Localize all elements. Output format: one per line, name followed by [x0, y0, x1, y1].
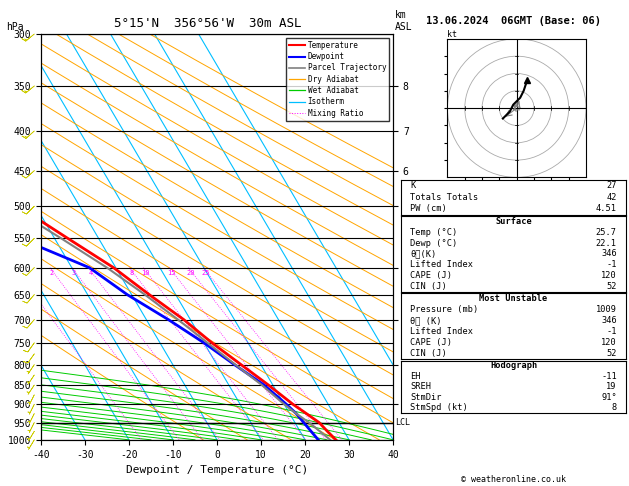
Text: StmSpd (kt): StmSpd (kt) — [410, 403, 468, 412]
Text: -11: -11 — [601, 372, 617, 381]
Text: 19: 19 — [606, 382, 617, 391]
Legend: Temperature, Dewpoint, Parcel Trajectory, Dry Adiabat, Wet Adiabat, Isotherm, Mi: Temperature, Dewpoint, Parcel Trajectory… — [286, 38, 389, 121]
Text: hPa: hPa — [6, 21, 24, 32]
Text: 2: 2 — [50, 270, 54, 277]
Text: CAPE (J): CAPE (J) — [410, 338, 452, 347]
Text: 42: 42 — [606, 193, 617, 202]
Text: 20: 20 — [186, 270, 194, 277]
Text: EH: EH — [410, 372, 421, 381]
Y-axis label: hPa: hPa — [0, 227, 2, 247]
Text: 4.51: 4.51 — [596, 205, 617, 213]
Text: Dewp (°C): Dewp (°C) — [410, 239, 457, 248]
Y-axis label: Mixing Ratio (g/kg): Mixing Ratio (g/kg) — [411, 181, 421, 293]
Text: -1: -1 — [606, 260, 617, 269]
Text: Totals Totals: Totals Totals — [410, 193, 479, 202]
Text: 4: 4 — [88, 270, 92, 277]
Text: km
ASL: km ASL — [395, 10, 413, 32]
Text: 52: 52 — [606, 282, 617, 291]
Text: CIN (J): CIN (J) — [410, 349, 447, 358]
Text: Most Unstable: Most Unstable — [479, 294, 548, 303]
Text: PW (cm): PW (cm) — [410, 205, 447, 213]
Text: Temp (°C): Temp (°C) — [410, 228, 457, 237]
Text: -1: -1 — [606, 327, 617, 336]
Text: 27: 27 — [606, 181, 617, 190]
Text: 91°: 91° — [601, 393, 617, 402]
Text: 5°15'N  356°56'W  30m ASL: 5°15'N 356°56'W 30m ASL — [114, 17, 301, 30]
Text: Surface: Surface — [495, 217, 532, 226]
Text: kt: kt — [447, 30, 457, 39]
Text: 22.1: 22.1 — [596, 239, 617, 248]
Text: Lifted Index: Lifted Index — [410, 327, 473, 336]
Text: 8: 8 — [130, 270, 133, 277]
Text: 13.06.2024  06GMT (Base: 06): 13.06.2024 06GMT (Base: 06) — [426, 16, 601, 26]
Text: 8: 8 — [611, 403, 617, 412]
Text: 3: 3 — [72, 270, 76, 277]
Text: 25.7: 25.7 — [596, 228, 617, 237]
Text: Lifted Index: Lifted Index — [410, 260, 473, 269]
Text: Pressure (mb): Pressure (mb) — [410, 305, 479, 314]
Text: 25: 25 — [201, 270, 209, 277]
Text: θᴇ (K): θᴇ (K) — [410, 316, 442, 325]
Text: SREH: SREH — [410, 382, 431, 391]
Text: © weatheronline.co.uk: © weatheronline.co.uk — [461, 475, 566, 484]
Text: 15: 15 — [167, 270, 175, 277]
Text: 120: 120 — [601, 338, 617, 347]
Text: StmDir: StmDir — [410, 393, 442, 402]
Text: 346: 346 — [601, 316, 617, 325]
Text: 1009: 1009 — [596, 305, 617, 314]
Text: 346: 346 — [601, 249, 617, 259]
Text: Hodograph: Hodograph — [490, 362, 537, 370]
Text: 52: 52 — [606, 349, 617, 358]
Text: CAPE (J): CAPE (J) — [410, 271, 452, 280]
Text: K: K — [410, 181, 416, 190]
Text: 10: 10 — [141, 270, 150, 277]
Text: LCL: LCL — [396, 418, 410, 427]
Text: CIN (J): CIN (J) — [410, 282, 447, 291]
X-axis label: Dewpoint / Temperature (°C): Dewpoint / Temperature (°C) — [126, 465, 308, 475]
Text: 120: 120 — [601, 271, 617, 280]
Text: θᴇ(K): θᴇ(K) — [410, 249, 437, 259]
